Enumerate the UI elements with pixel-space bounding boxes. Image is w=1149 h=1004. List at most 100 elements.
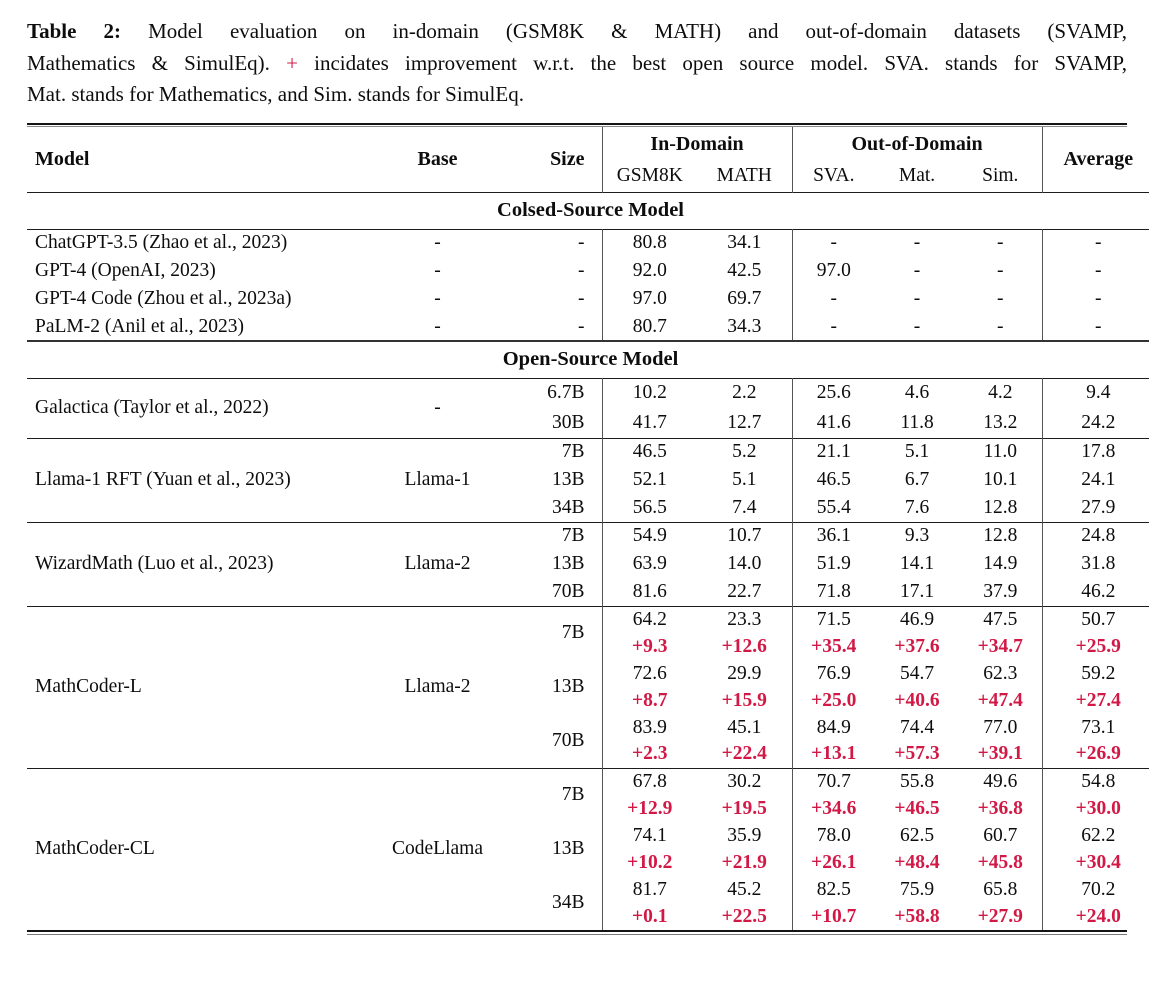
- score-cell: 67.8: [632, 770, 667, 792]
- score-cell: 45.2: [697, 876, 793, 904]
- table-row: 13B 72.6 29.9 76.9 54.7 62.3 59.2: [27, 660, 1149, 715]
- evaluation-table: Model Base Size In-Domain Out-of-Domain …: [27, 127, 1149, 931]
- size-cell: 34B: [495, 876, 603, 931]
- score-cell: 10.1: [959, 466, 1043, 495]
- col-header-out-of-domain: Out-of-Domain: [792, 127, 1043, 162]
- score-cell: 92.0: [632, 260, 667, 282]
- score-cell: 4.2: [959, 378, 1043, 409]
- score-cell: 80.7: [632, 315, 667, 337]
- table-caption: Table 2: Model evaluation on in-domain (…: [27, 16, 1127, 111]
- delta-cell: +47.4: [959, 687, 1043, 715]
- delta-cell: +48.4: [894, 851, 940, 873]
- score-cell: 5.1: [904, 441, 930, 463]
- model-cell: GPT-4 Code (Zhou et al., 2023a): [35, 288, 292, 310]
- score-cell: 46.5: [816, 469, 851, 491]
- score-cell: 10.7: [697, 522, 793, 551]
- delta-cell: +0.1: [632, 905, 668, 927]
- score-cell: 30.2: [697, 768, 793, 796]
- caption-line-1: Table 2: Model evaluation on in-domain (…: [27, 16, 1127, 48]
- size-cell: 34B: [495, 494, 603, 523]
- model-cell: GPT-4 (OpenAI, 2023): [35, 260, 216, 282]
- delta-cell: +27.9: [959, 903, 1043, 931]
- base-cell: -: [434, 232, 441, 254]
- score-cell: 24.8: [1081, 525, 1116, 547]
- delta-cell: +39.1: [959, 741, 1043, 769]
- score-cell: -: [1095, 232, 1102, 254]
- score-cell: 9.4: [1086, 382, 1111, 404]
- score-cell: 42.5: [697, 257, 793, 286]
- delta-cell: +2.3: [632, 743, 668, 765]
- score-cell: 62.3: [959, 660, 1043, 688]
- delta-cell: +12.6: [697, 633, 793, 661]
- score-cell: 4.6: [904, 382, 930, 404]
- score-cell: 41.6: [816, 411, 851, 433]
- score-cell: -: [830, 232, 838, 254]
- table-top-rule: [27, 122, 1127, 128]
- score-cell: -: [959, 229, 1043, 258]
- paper-table-figure: Table 2: Model evaluation on in-domain (…: [27, 16, 1149, 936]
- score-cell: 12.8: [959, 522, 1043, 551]
- score-cell: 13.2: [959, 408, 1043, 439]
- delta-cell: +22.5: [697, 903, 793, 931]
- delta-cell: +30.4: [1075, 851, 1121, 873]
- delta-cell: +58.8: [894, 905, 940, 927]
- score-cell: 34.3: [697, 313, 793, 342]
- plus-sign: +: [286, 50, 298, 75]
- score-cell: 64.2: [632, 608, 667, 630]
- table-row: GPT-4 (OpenAI, 2023) - - 92.0 42.5 97.0 …: [27, 257, 1149, 286]
- base-cell: -: [434, 260, 441, 282]
- score-cell: 74.4: [899, 716, 935, 738]
- score-cell: 46.2: [1081, 580, 1116, 602]
- table-row: ChatGPT-3.5 (Zhao et al., 2023) - - 80.8…: [27, 229, 1149, 258]
- score-cell: 2.2: [697, 378, 793, 409]
- size-cell: 7B: [495, 606, 603, 661]
- table-row: 70B 81.6 22.7 71.8 17.1 37.9 46.2: [27, 578, 1149, 607]
- score-cell: -: [830, 288, 838, 310]
- delta-row: +2.3 +22.4 +13.1 +57.3 +39.1 +26.9: [27, 741, 1149, 769]
- delta-cell: +12.9: [627, 797, 673, 819]
- score-cell: 34.1: [697, 229, 793, 258]
- size-cell: -: [495, 257, 603, 286]
- score-cell: -: [1095, 260, 1102, 282]
- size-cell: 6.7B: [495, 378, 603, 409]
- score-cell: -: [1095, 288, 1102, 310]
- score-cell: 52.1: [632, 469, 667, 491]
- model-cell: MathCoder-L: [35, 676, 142, 698]
- delta-cell: +8.7: [632, 689, 668, 711]
- size-cell: -: [495, 285, 603, 314]
- size-cell: 7B: [495, 768, 603, 823]
- score-cell: 24.2: [1081, 411, 1116, 433]
- score-cell: 54.7: [899, 662, 935, 684]
- score-cell: 36.1: [816, 525, 851, 547]
- header-row-groups: Model Base Size In-Domain Out-of-Domain …: [27, 127, 1149, 193]
- delta-cell: +22.4: [697, 741, 793, 769]
- score-cell: 49.6: [959, 768, 1043, 796]
- score-cell: 62.2: [1081, 824, 1116, 846]
- size-cell: 7B: [495, 438, 603, 467]
- caption-text-3: Mat. stands for Mathematics, and Sim. st…: [27, 82, 524, 106]
- score-cell: 45.1: [697, 714, 793, 742]
- score-cell: 17.8: [1081, 441, 1116, 463]
- size-cell: 70B: [495, 578, 603, 607]
- score-cell: -: [913, 315, 921, 337]
- score-cell: 80.8: [632, 232, 667, 254]
- table-row: 13B 74.1 35.9 78.0 62.5 60.7 62.2: [27, 822, 1149, 877]
- table-row: 34B 56.5 7.4 55.4 7.6 12.8 27.9: [27, 494, 1149, 523]
- delta-cell: +19.5: [697, 795, 793, 823]
- score-cell: 27.9: [1081, 496, 1116, 518]
- score-cell: 65.8: [959, 876, 1043, 904]
- score-cell: 62.5: [899, 824, 935, 846]
- score-cell: 72.6: [632, 662, 667, 684]
- delta-cell: +9.3: [632, 635, 668, 657]
- score-cell: 74.1: [632, 824, 667, 846]
- base-cell: CodeLlama: [392, 838, 483, 860]
- score-cell: 5.2: [697, 438, 793, 467]
- section-title-closed-source: Colsed-Source Model: [497, 199, 684, 222]
- table-row: 34B 81.7 45.2 82.5 75.9 65.8 70.2: [27, 876, 1149, 931]
- delta-row: +10.2 +21.9 +26.1 +48.4 +45.8 +30.4: [27, 849, 1149, 877]
- score-cell: 12.8: [959, 494, 1043, 523]
- size-cell: -: [495, 313, 603, 342]
- caption-line-3: Mat. stands for Mathematics, and Sim. st…: [27, 79, 1127, 111]
- score-cell: 46.5: [632, 441, 667, 463]
- score-cell: -: [959, 285, 1043, 314]
